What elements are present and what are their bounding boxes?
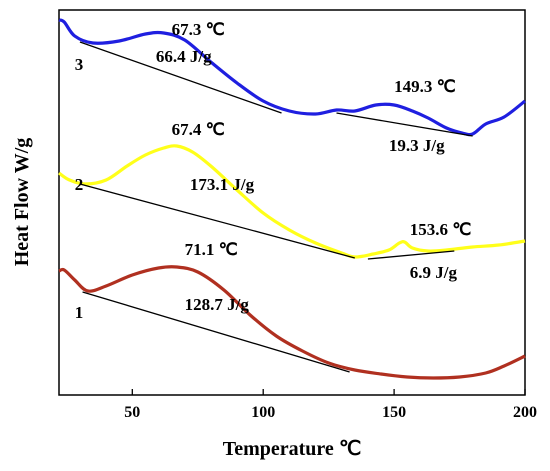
annotation-5: 19.3 J/g xyxy=(389,136,445,155)
annotation-2: 67.3 ℃ xyxy=(172,20,225,39)
series-curve-2 xyxy=(58,144,526,259)
annotation-12: 71.1 ℃ xyxy=(185,240,238,259)
annotation-9: 153.6 ℃ xyxy=(410,220,472,239)
x-tick-label-150: 150 xyxy=(382,404,406,421)
baselines-layer xyxy=(79,41,473,373)
baseline-3-2 xyxy=(336,112,473,137)
baseline-3-1 xyxy=(79,41,282,114)
x-ticks: 50 100 150 200 xyxy=(124,389,537,421)
baseline-2-2 xyxy=(367,250,455,260)
y-axis-label: Heat Flow W/g xyxy=(11,138,33,267)
annotation-6: 2 xyxy=(75,175,84,194)
series-curve-1 xyxy=(58,265,526,380)
x-tick-label-200: 200 xyxy=(513,404,537,421)
annotation-1: 3 xyxy=(75,55,84,74)
annotation-10: 6.9 J/g xyxy=(410,263,458,282)
annotation-13: 128.7 J/g xyxy=(185,295,250,314)
x-tick-label-100: 100 xyxy=(251,404,275,421)
annotations-layer: 3 67.3 ℃ 66.4 J/g 149.3 ℃ 19.3 J/g 2 67.4 ℃ 173… xyxy=(75,20,472,322)
curves-layer xyxy=(58,18,526,380)
baseline-1-1 xyxy=(82,291,350,373)
annotation-7: 67.4 ℃ xyxy=(172,120,225,139)
annotation-11: 1 xyxy=(75,303,84,322)
plot-frame xyxy=(58,9,526,396)
x-axis-label: Temperature ℃ xyxy=(223,438,362,460)
annotation-3: 66.4 J/g xyxy=(156,47,212,66)
annotation-4: 149.3 ℃ xyxy=(394,77,456,96)
annotation-8: 173.1 J/g xyxy=(190,175,255,194)
x-tick-label-50: 50 xyxy=(124,404,140,421)
series-curve-3 xyxy=(58,18,526,137)
baseline-2-1 xyxy=(79,183,356,259)
